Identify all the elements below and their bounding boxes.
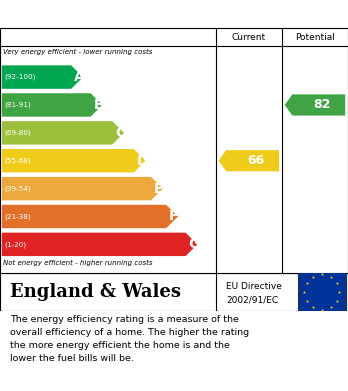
- Text: A: A: [74, 70, 85, 84]
- Polygon shape: [285, 94, 345, 116]
- Polygon shape: [2, 205, 178, 228]
- Text: 66: 66: [247, 154, 264, 167]
- Text: B: B: [93, 98, 104, 112]
- Text: (21-38): (21-38): [4, 213, 31, 220]
- Text: Very energy efficient - lower running costs: Very energy efficient - lower running co…: [3, 48, 153, 55]
- Text: (39-54): (39-54): [4, 185, 31, 192]
- Text: Energy Efficiency Rating: Energy Efficiency Rating: [10, 7, 220, 22]
- Text: G: G: [188, 237, 200, 251]
- Text: Not energy efficient - higher running costs: Not energy efficient - higher running co…: [3, 260, 153, 265]
- Text: E: E: [154, 181, 163, 196]
- Text: England & Wales: England & Wales: [10, 283, 181, 301]
- Text: The energy efficiency rating is a measure of the
overall efficiency of a home. T: The energy efficiency rating is a measur…: [10, 315, 250, 362]
- Text: F: F: [169, 210, 179, 224]
- Text: (92-100): (92-100): [4, 74, 35, 80]
- Text: (55-68): (55-68): [4, 158, 31, 164]
- Text: (1-20): (1-20): [4, 241, 26, 248]
- Text: (69-80): (69-80): [4, 129, 31, 136]
- Text: Potential: Potential: [295, 32, 335, 41]
- Polygon shape: [2, 177, 163, 200]
- Polygon shape: [219, 150, 279, 171]
- Text: D: D: [136, 154, 148, 168]
- Text: EU Directive: EU Directive: [226, 282, 282, 291]
- Polygon shape: [2, 93, 102, 117]
- Text: C: C: [115, 126, 125, 140]
- Polygon shape: [2, 65, 83, 89]
- Polygon shape: [2, 121, 124, 145]
- Polygon shape: [2, 233, 197, 256]
- Text: (81-91): (81-91): [4, 102, 31, 108]
- Text: Current: Current: [232, 32, 266, 41]
- Text: 2002/91/EC: 2002/91/EC: [226, 295, 278, 304]
- Polygon shape: [2, 149, 145, 172]
- FancyBboxPatch shape: [298, 268, 346, 316]
- Text: 82: 82: [313, 99, 331, 111]
